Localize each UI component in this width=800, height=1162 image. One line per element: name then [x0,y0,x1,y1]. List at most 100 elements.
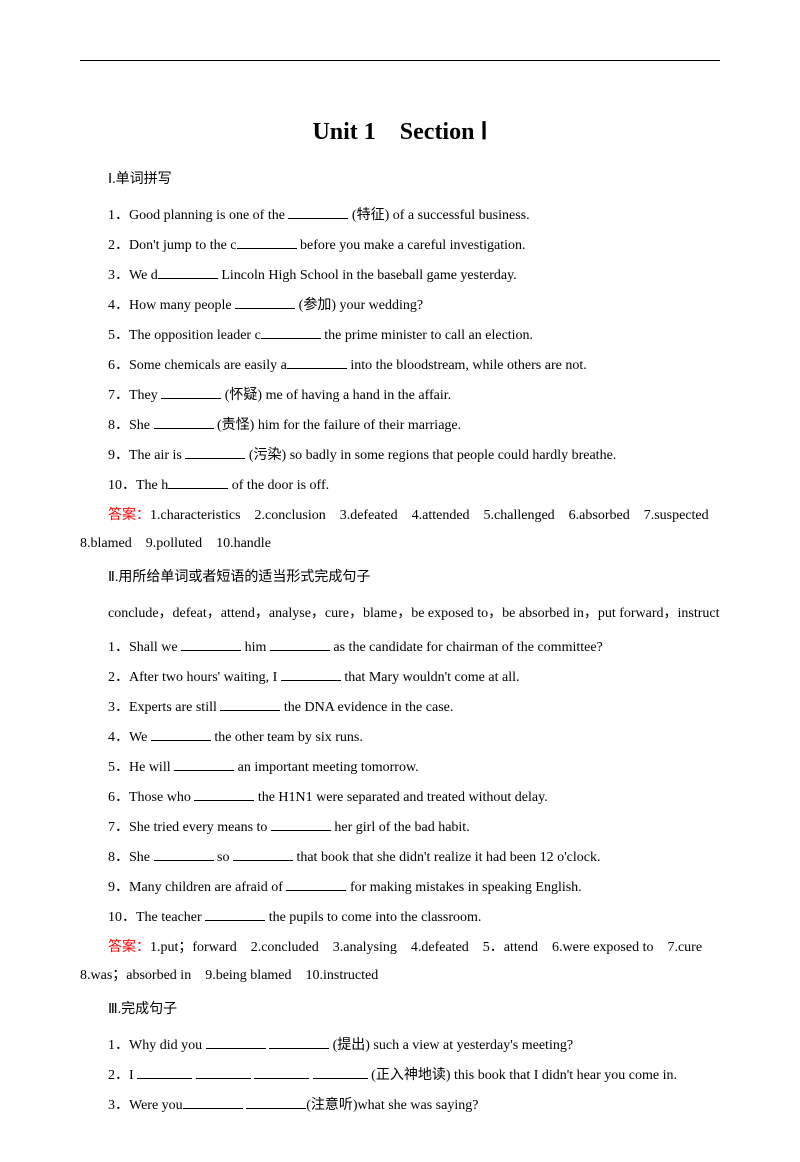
q-text: (特征) of a successful business. [348,208,529,223]
q-text: Some chemicals are easily a [129,358,287,373]
q-text: We [129,730,151,745]
q-num: 4． [108,730,129,745]
s2-q2: 2．After two hours' waiting, I that Mary … [80,664,720,692]
q-num: 9． [108,880,129,895]
section3-heading: Ⅲ.完成句子 [80,996,720,1024]
blank [161,385,221,399]
q-text: (注意听)what she was saying? [306,1098,478,1113]
q-text: (污染) so badly in some regions that peopl… [245,448,616,463]
s2-wordbank: conclude，defeat，attend，analyse，cure，blam… [80,600,720,628]
blank [270,637,330,651]
q-num: 6． [108,790,129,805]
blank [233,847,293,861]
s2-answer: 答案：1.put；forward 2.concluded 3.analysing… [80,934,720,990]
q-text: Many children are afraid of [129,880,286,895]
answer-text: 1.put；forward 2.concluded 3.analysing 4.… [80,940,716,983]
q-text: Good planning is one of the [129,208,288,223]
s1-q8: 8．She (责怪) him for the failure of their … [80,412,720,440]
q-text: an important meeting tomorrow. [234,760,419,775]
q-num: 9． [108,448,129,463]
blank [185,445,245,459]
q-text: (提出) such a view at yesterday's meeting? [329,1038,573,1053]
blank [313,1065,368,1079]
q-text: Shall we [129,640,181,655]
q-text: so [214,850,233,865]
q-text: that book that she didn't realize it had… [293,850,601,865]
q-text: Lincoln High School in the baseball game… [218,268,517,283]
section1-heading: Ⅰ.单词拼写 [80,166,720,194]
q-num: 5． [108,760,129,775]
q-num: 1． [108,1038,129,1053]
q-text: of the door is off. [228,478,329,493]
s1-q4: 4．How many people (参加) your wedding? [80,292,720,320]
q-num: 10． [108,478,136,493]
q-text: the H1N1 were separated and treated with… [254,790,547,805]
s2-q7: 7．She tried every means to her girl of t… [80,814,720,842]
blank [196,1065,251,1079]
s2-q6: 6．Those who the H1N1 were separated and … [80,784,720,812]
s2-q4: 4．We the other team by six runs. [80,724,720,752]
q-text: before you make a careful investigation. [297,238,526,253]
blank [154,415,214,429]
q-num: 4． [108,298,129,313]
s2-q10: 10．The teacher the pupils to come into t… [80,904,720,932]
s3-q2: 2．I (正入神地读) this book that I didn't hear… [80,1062,720,1090]
q-num: 3． [108,1098,129,1113]
blank [137,1065,192,1079]
q-text: the other team by six runs. [211,730,363,745]
q-num: 5． [108,328,129,343]
s3-q3: 3．Were you (注意听)what she was saying? [80,1092,720,1120]
q-text: The opposition leader c [129,328,261,343]
blank [194,787,254,801]
q-num: 2． [108,238,129,253]
q-num: 8． [108,850,129,865]
blank [281,667,341,681]
answer-label: 答案： [108,508,150,523]
blank [158,265,218,279]
q-text: The teacher [136,910,205,925]
q-text: (责怪) him for the failure of their marria… [214,418,462,433]
q-num: 2． [108,1068,129,1083]
q-num: 1． [108,640,129,655]
blank [288,205,348,219]
q-num: 8． [108,418,129,433]
blank [261,325,321,339]
q-text: She [129,850,154,865]
q-text: into the bloodstream, while others are n… [347,358,587,373]
blank [168,475,228,489]
s1-q1: 1．Good planning is one of the (特征) of a … [80,202,720,230]
q-text: Why did you [129,1038,206,1053]
blank [237,235,297,249]
q-text: (参加) your wedding? [295,298,423,313]
q-text: She [129,418,154,433]
blank [206,1035,266,1049]
blank [151,727,211,741]
q-text: the pupils to come into the classroom. [265,910,481,925]
q-text: the DNA evidence in the case. [280,700,453,715]
s1-q2: 2．Don't jump to the c before you make a … [80,232,720,260]
s2-q1: 1．Shall we him as the candidate for chai… [80,634,720,662]
blank [220,697,280,711]
q-text: her girl of the bad habit. [331,820,470,835]
q-num: 10． [108,910,136,925]
blank [154,847,214,861]
s1-q10: 10．The h of the door is off. [80,472,720,500]
q-text: Those who [129,790,194,805]
q-text: The h [136,478,168,493]
q-text: Don't jump to the c [129,238,237,253]
q-text: that Mary wouldn't come at all. [341,670,520,685]
q-text: I [129,1068,137,1083]
q-text: After two hours' waiting, I [129,670,281,685]
answer-text: 1.characteristics 2.conclusion 3.defeate… [80,508,723,551]
blank [235,295,295,309]
blank [246,1095,306,1109]
q-num: 7． [108,388,129,403]
s1-q7: 7．They (怀疑) me of having a hand in the a… [80,382,720,410]
q-text: Experts are still [129,700,220,715]
q-text: How many people [129,298,235,313]
q-text: (怀疑) me of having a hand in the affair. [221,388,451,403]
q-text: (正入神地读) this book that I didn't hear you… [368,1068,677,1083]
s2-q3: 3．Experts are still the DNA evidence in … [80,694,720,722]
s1-q3: 3．We d Lincoln High School in the baseba… [80,262,720,290]
q-text: The air is [129,448,185,463]
